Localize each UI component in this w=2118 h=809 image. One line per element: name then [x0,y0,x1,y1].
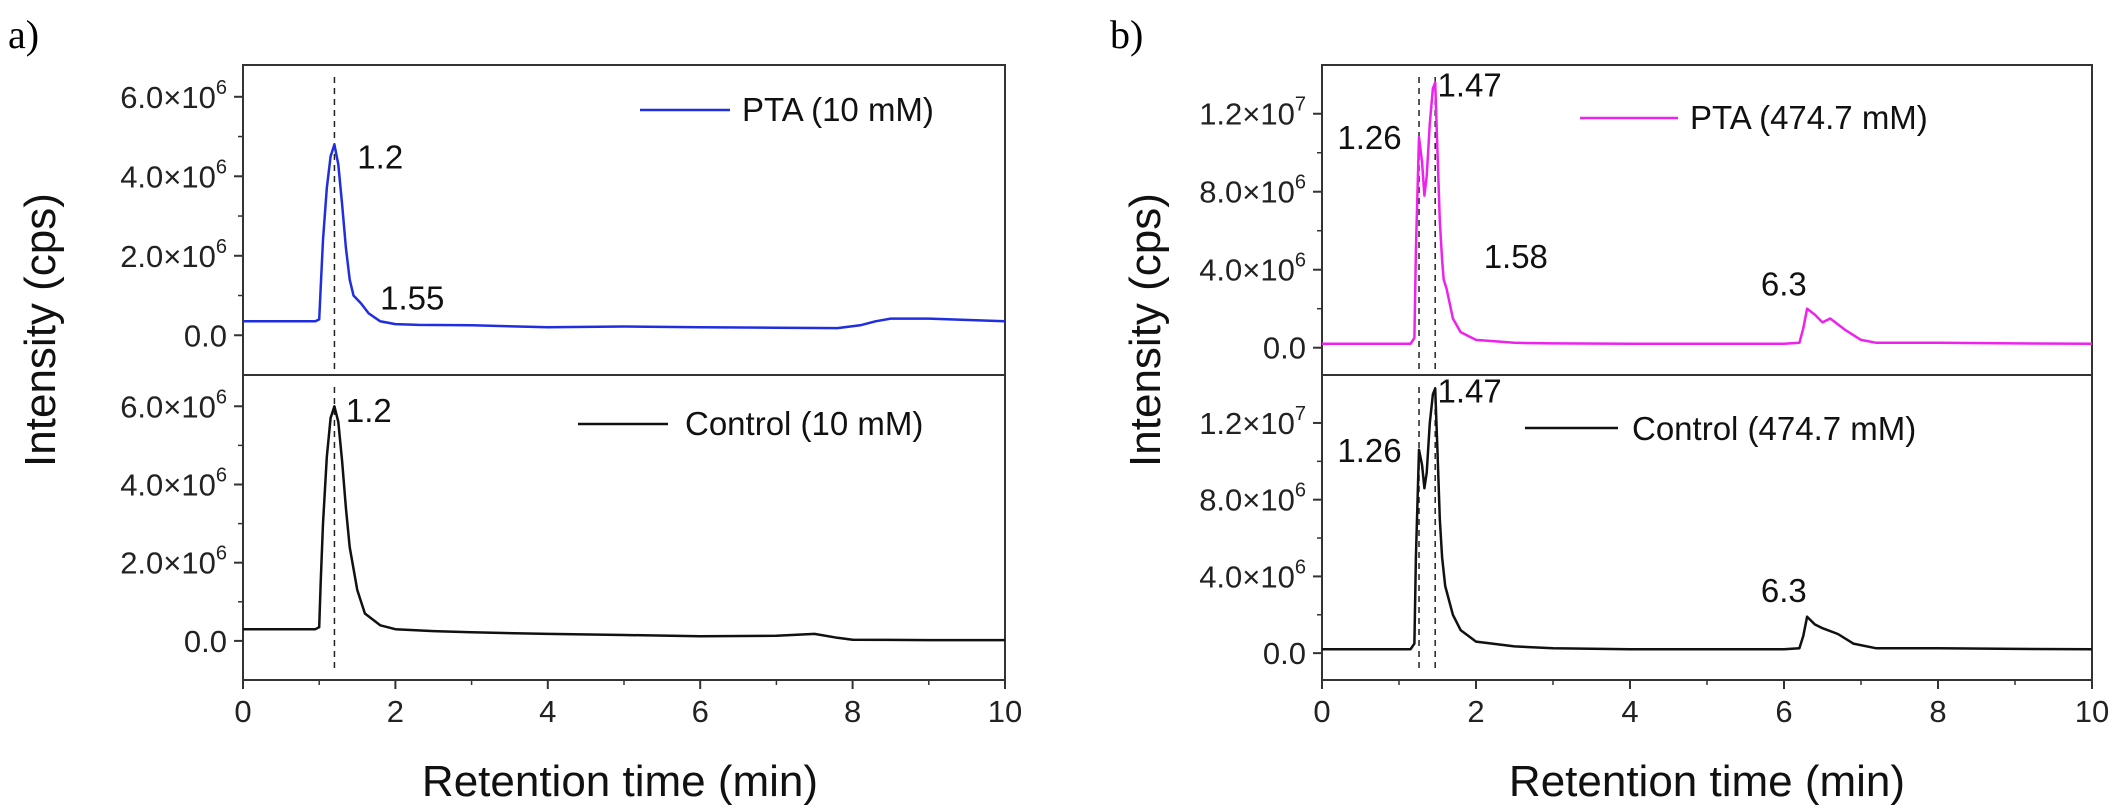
panel-a-top-y-tick-label: 2.0×106 [120,236,227,274]
panel-b: b) Intensity (cps) Retention time (min) … [1110,12,2109,806]
panel-a-bottom-y-tick-label: 6.0×106 [120,386,227,424]
panel-a-bottom-series-line [243,405,1005,642]
panel-b-top-peak-label: 1.58 [1484,238,1548,275]
panel-a-x-tick-label: 8 [844,694,861,729]
panel-b-bottom-y-tick-label: 0.0 [1263,636,1306,671]
panel-a-x-tick-label: 0 [234,694,251,729]
panel-a-bottom-peak-label: 1.2 [346,392,392,429]
panel-b-top-y-tick-label: 4.0×106 [1199,250,1306,288]
panel-b-x-tick-label: 8 [1929,694,1946,729]
panel-a-plot: 0.0 2.0×106 4.0×106 6.0×106 1.2 1.55 0.0 2.0×10… [120,64,1022,729]
panel-a-x-axis-title: Retention time (min) [422,757,818,806]
panel-a-top-peak-label: 1.55 [380,280,444,317]
panel-b-bottom-y-tick-label: 1.2×107 [1199,403,1306,441]
panel-a-top-y-tick-label: 4.0×106 [120,156,227,194]
panel-a-bottom-y-tick-label: 0.0 [184,624,227,659]
panel-b-bottom-y-tick-label: 8.0×106 [1199,480,1306,518]
panel-b-top-y-tick-label: 8.0×106 [1199,172,1306,210]
panel-b-x-tick-label: 6 [1775,694,1792,729]
panel-a-label: a) [8,12,39,57]
panel-b-x-tick-label: 4 [1621,694,1638,729]
panel-b-top-legend-label: PTA (474.7 mM) [1690,99,1928,136]
panel-b-label: b) [1110,12,1143,57]
panel-a-x-tick-label: 2 [387,694,404,729]
panel-a-top-peak-label: 1.2 [357,138,403,175]
panel-a-top-y-tick-label: 0.0 [184,318,227,353]
panel-b-bottom-peak-label: 6.3 [1761,572,1807,609]
panel-a-bottom-y-tick-label: 4.0×106 [120,464,227,502]
panel-a-x-tick-label: 6 [692,694,709,729]
panel-a: a) Intensity (cps) Retention time (min) … [8,12,1022,806]
panel-a-bottom-legend-label: Control (10 mM) [685,405,923,442]
panel-b-top-y-tick-label: 0.0 [1263,331,1306,366]
panel-b-y-axis-title: Intensity (cps) [1121,193,1170,467]
panel-a-x-tick-label: 10 [988,694,1022,729]
panel-b-x-tick-label: 10 [2075,694,2109,729]
panel-a-bottom-y-tick-label: 2.0×106 [120,543,227,581]
panel-a-top-y-tick-label: 6.0×106 [120,77,227,115]
panel-b-top-peak-label: 1.26 [1337,119,1401,156]
panel-a-y-axis-title: Intensity (cps) [16,193,65,467]
panel-a-top-legend-label: PTA (10 mM) [742,91,934,128]
panel-a-x-tick-label: 4 [539,694,556,729]
panel-b-top-peak-label: 1.47 [1438,66,1502,103]
panel-b-top-y-tick-label: 1.2×107 [1199,94,1306,132]
panel-b-bottom-series-line [1322,387,2093,651]
panel-b-x-tick-label: 0 [1313,694,1330,729]
panel-b-bottom-peak-label: 1.26 [1337,432,1401,469]
panel-b-bottom-legend-label: Control (474.7 mM) [1632,410,1916,447]
panel-b-bottom-y-tick-label: 4.0×106 [1199,556,1306,594]
panel-b-bottom-peak-label: 1.47 [1438,372,1502,409]
panel-a-top-series-line [243,143,1006,330]
panel-b-top-series-line [1322,81,2093,346]
panel-b-x-tick-label: 2 [1467,694,1484,729]
panel-b-plot: 0.0 4.0×106 8.0×106 1.2×107 1.26 1.47 1.58 6.3 0… [1199,64,2109,729]
panel-b-x-axis-title: Retention time (min) [1509,757,1905,806]
panel-b-top-peak-label: 6.3 [1761,265,1807,302]
